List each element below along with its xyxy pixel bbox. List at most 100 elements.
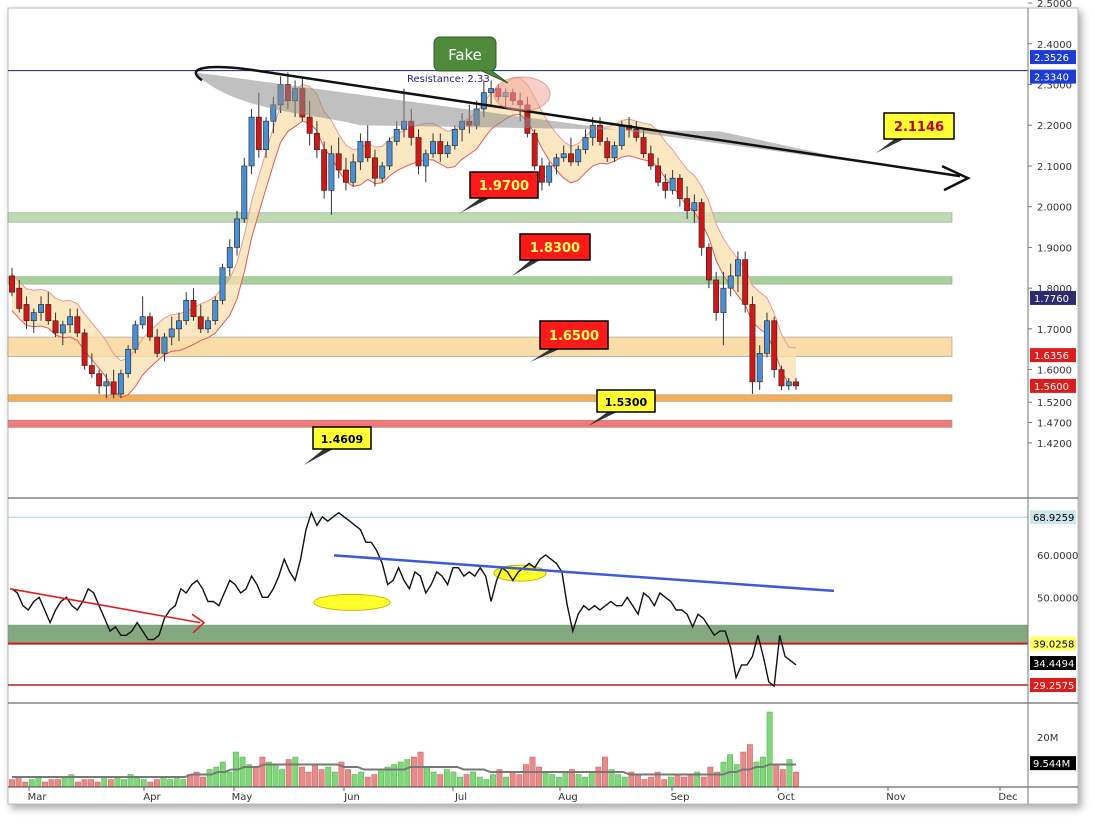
candle-body [335,153,342,171]
volume-bar [9,779,15,788]
volume-bar [345,769,351,788]
candle-body [647,153,654,167]
price-tick-label: 2.4000 [1037,40,1072,51]
fake-callout-box [433,36,497,72]
volume-bar [259,756,266,788]
candle-body [306,116,313,134]
support-zone [7,336,953,357]
candle-body [161,336,168,354]
x-tick-label: Dec [998,792,1017,803]
volume-bar [463,774,470,788]
candle-body [241,165,248,220]
candle-body [205,320,211,330]
candle-body [422,153,429,167]
rsi-marker-label: 68.9259 [1033,513,1074,524]
candle-body [633,129,640,138]
x-tick-label: Jul [454,792,467,803]
fake-callout-pointer [481,70,509,84]
candle-body [713,279,720,313]
candle-body [662,181,669,191]
volume-bar [476,776,483,788]
candle-body [342,169,349,183]
volume-bar [206,769,213,788]
volume-bar [760,756,766,788]
volume-bar [48,779,55,788]
volume-bar [430,771,437,788]
candle-body [488,88,495,93]
price-marker-box [1030,378,1076,393]
rsi-line [11,510,797,688]
candle-body [575,149,582,163]
candle-body [618,124,625,146]
candle-body [698,202,705,248]
candle-body [480,92,487,110]
volume-bar [661,779,668,788]
price-marker-box [1030,290,1076,305]
candle-body [125,348,132,374]
candle-body [727,275,734,289]
candle-body [655,165,662,183]
volume-bar [582,776,589,788]
candle-body [197,316,204,330]
volume-bar [213,766,220,788]
price-marker-label: 1.6356 [1034,351,1069,362]
candle-body [212,300,219,322]
candle-body [597,124,603,142]
x-tick-label: May [232,792,253,803]
candle-body [67,316,74,326]
volume-bar [417,751,424,788]
candle-body [139,316,146,326]
volume-bar [555,776,562,788]
volume-bar [424,766,430,788]
x-tick-label: Jun [343,792,360,803]
candle-body [226,247,233,269]
price-callout-text: 1.5300 [605,396,648,409]
volume-bar [542,771,549,788]
volume-bar [437,774,444,788]
volume-bar [134,776,141,788]
candle-body [74,316,81,334]
price-callout-text: 1.9700 [479,179,529,194]
volume-bar [121,779,127,788]
candle-body [386,141,393,167]
candle-body [771,320,778,370]
price-callout-text: 1.6500 [549,329,599,344]
x-tick-label: Apr [143,792,161,803]
candle-body [88,365,95,374]
callout-pointer [304,448,335,465]
volume-average-line [12,763,796,778]
volume-bar [272,764,279,788]
volume-bar [35,776,42,788]
volume-bar [173,776,180,788]
callout-pointer [530,348,562,362]
candle-body [691,202,698,212]
volume-bar [147,781,154,788]
rsi-marker-box [1030,510,1076,525]
candle-body [785,381,792,387]
candle-body [437,141,444,155]
volume-bar [687,774,694,788]
candle-body [778,369,785,387]
candle-body [190,300,197,317]
callout-pointer [512,259,542,276]
volume-bar [391,764,398,788]
price-tick-label: 2.1000 [1037,162,1072,173]
candle-body [756,353,763,383]
candle-body [553,157,560,167]
fake-breakout-highlight [493,76,551,112]
candle-body [705,247,712,281]
candle-body [568,153,574,163]
price-callout-box [883,112,955,140]
candle-body [255,116,262,150]
candle-body [749,304,756,383]
volume-bar [292,756,299,788]
candle-body [59,324,66,334]
candle-body [611,145,618,159]
volume-bar [28,779,35,788]
price-marker-label: 2.3526 [1034,53,1069,64]
volume-bar [15,776,22,788]
volume-bar [22,781,29,788]
volume-bar [252,766,259,788]
volume-bar [753,761,760,788]
candle-body [146,316,153,338]
